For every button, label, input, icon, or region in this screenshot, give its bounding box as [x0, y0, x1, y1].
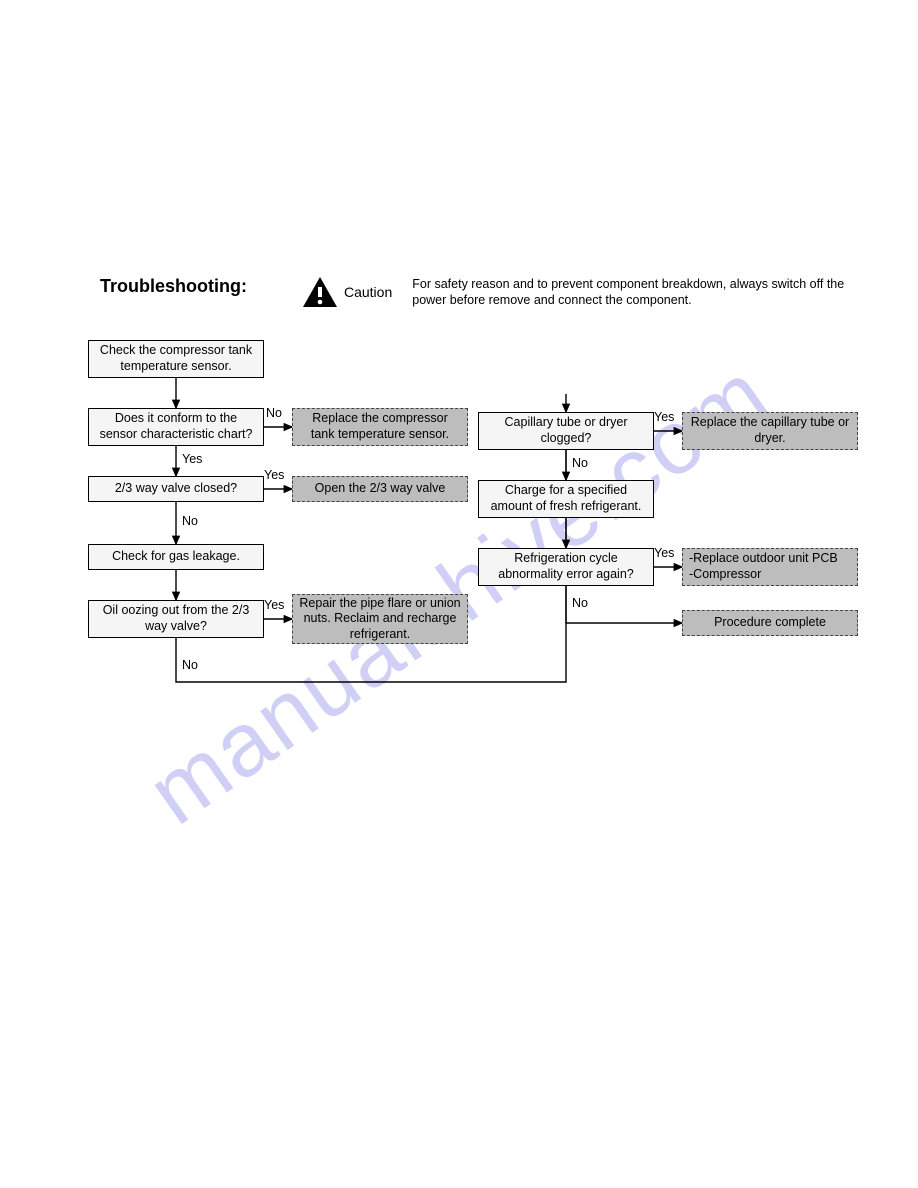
flowchart-node-n4: Check for gas leakage.	[88, 544, 264, 570]
edge-label-n8-t5: Yes	[654, 546, 674, 560]
page-title: Troubleshooting:	[100, 276, 247, 297]
flowchart-node-t3: Repair the pipe flare or union nuts. Rec…	[292, 594, 468, 644]
header: Troubleshooting: Caution For safety reas…	[100, 276, 858, 309]
caution-label: Caution	[344, 284, 392, 300]
edge-label-n2-n3: Yes	[182, 452, 202, 466]
flowchart-node-t2: Open the 2/3 way valve	[292, 476, 468, 502]
caution-icon	[302, 276, 338, 308]
flowchart: Check the compressor tank temperature se…	[60, 340, 860, 740]
edge-label-n6-t4: Yes	[654, 410, 674, 424]
edge-label-n3-n4: No	[182, 514, 198, 528]
edge-label-n5-n6: No	[182, 658, 198, 672]
edge-label-n8-t6: No	[572, 596, 588, 610]
flowchart-node-n1: Check the compressor tank temperature se…	[88, 340, 264, 378]
edge-label-n3-t2: Yes	[264, 468, 284, 482]
edge-label-n6-n7: No	[572, 456, 588, 470]
flowchart-node-t4: Replace the capillary tube or dryer.	[682, 412, 858, 450]
flowchart-node-t6: Procedure complete	[682, 610, 858, 636]
flowchart-node-t1: Replace the compressor tank temperature …	[292, 408, 468, 446]
edge-label-n5-t3: Yes	[264, 598, 284, 612]
flowchart-node-n3: 2/3 way valve closed?	[88, 476, 264, 502]
flowchart-arrows	[60, 340, 860, 740]
caution-text: For safety reason and to prevent compone…	[412, 276, 858, 309]
caution-block: Caution	[302, 276, 392, 308]
flowchart-node-n6: Capillary tube or dryer clogged?	[478, 412, 654, 450]
edge-label-n2-t1: No	[266, 406, 282, 420]
flowchart-node-n5: Oil oozing out from the 2/3 way valve?	[88, 600, 264, 638]
flowchart-node-n2: Does it conform to the sensor characteri…	[88, 408, 264, 446]
flowchart-node-t5: -Replace outdoor unit PCB -Compressor	[682, 548, 858, 586]
flowchart-node-n7: Charge for a specified amount of fresh r…	[478, 480, 654, 518]
flowchart-node-n8: Refrigeration cycle abnormality error ag…	[478, 548, 654, 586]
